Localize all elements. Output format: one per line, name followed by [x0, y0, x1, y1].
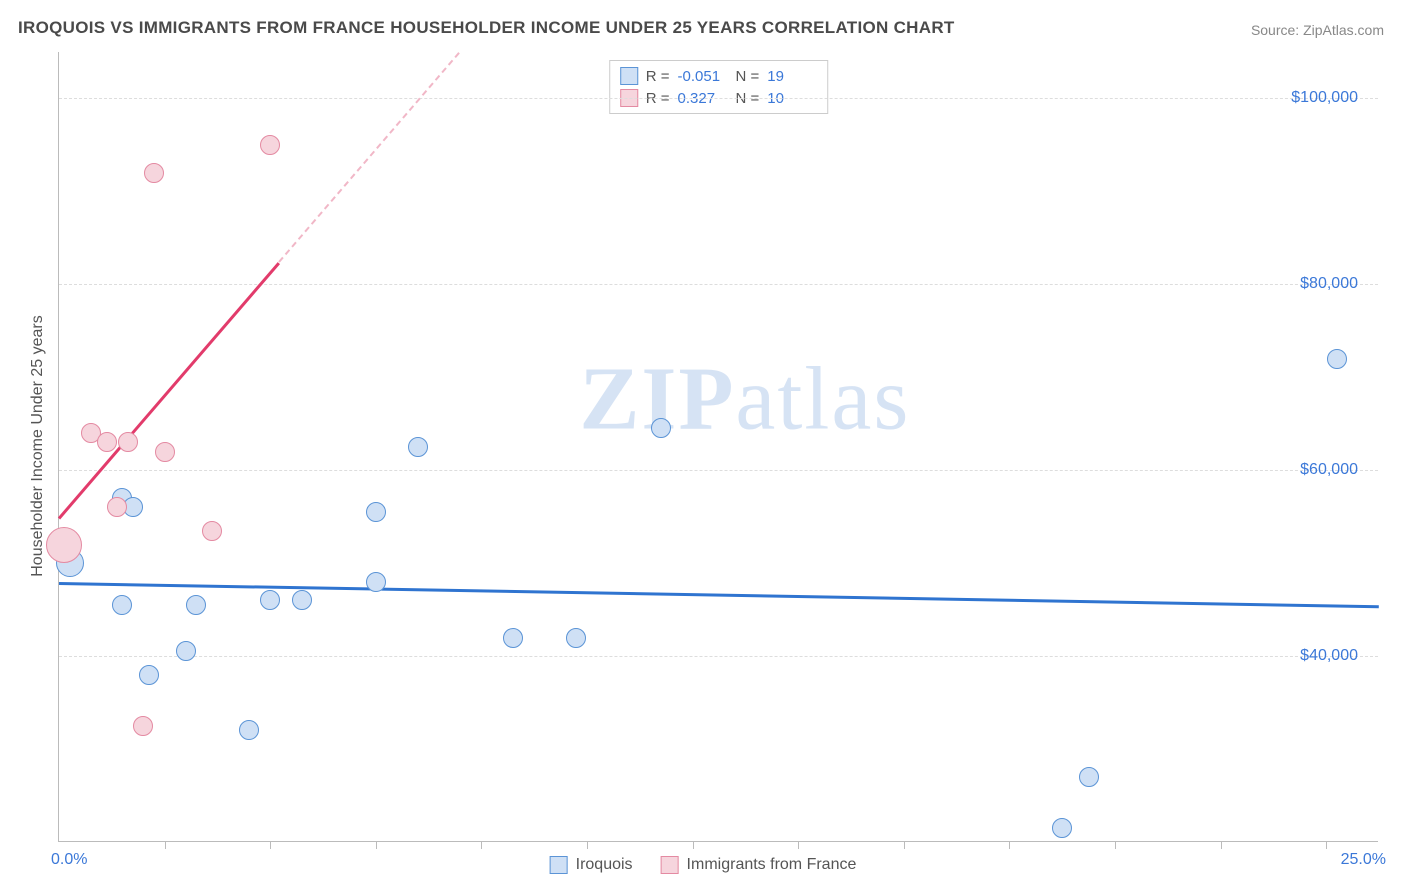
- legend-r-label: R =: [646, 68, 670, 85]
- data-point: [202, 521, 222, 541]
- x-tick: [693, 841, 694, 849]
- legend-r-value: -0.051: [678, 68, 728, 85]
- x-tick: [481, 841, 482, 849]
- legend-swatch: [661, 856, 679, 874]
- legend-series-label: Immigrants from France: [687, 856, 857, 874]
- data-point: [144, 163, 164, 183]
- x-tick: [1221, 841, 1222, 849]
- data-point: [139, 665, 159, 685]
- legend-series-item: Immigrants from France: [661, 856, 857, 874]
- data-point: [366, 502, 386, 522]
- x-axis-max-label: 25.0%: [1341, 851, 1386, 869]
- x-tick: [376, 841, 377, 849]
- y-tick-label: $60,000: [1268, 461, 1358, 479]
- gridline-h: [59, 470, 1378, 471]
- legend-swatch: [620, 67, 638, 85]
- gridline-h: [59, 656, 1378, 657]
- plot-area: ZIPatlas R =-0.051N =19R =0.327N =10 0.0…: [58, 52, 1378, 842]
- legend-correlation: R =-0.051N =19R =0.327N =10: [609, 60, 829, 114]
- data-point: [408, 437, 428, 457]
- x-tick: [587, 841, 588, 849]
- chart-source: Source: ZipAtlas.com: [1251, 22, 1384, 38]
- data-point: [260, 590, 280, 610]
- x-tick: [798, 841, 799, 849]
- data-point: [112, 595, 132, 615]
- data-point: [97, 432, 117, 452]
- source-value: ZipAtlas.com: [1303, 22, 1384, 38]
- data-point: [1079, 767, 1099, 787]
- data-point: [1052, 818, 1072, 838]
- x-tick: [1115, 841, 1116, 849]
- y-tick-label: $40,000: [1268, 647, 1358, 665]
- x-axis-min-label: 0.0%: [51, 851, 87, 869]
- data-point: [651, 418, 671, 438]
- watermark-atlas: atlas: [735, 350, 910, 449]
- data-point: [46, 527, 82, 563]
- y-tick-label: $80,000: [1268, 275, 1358, 293]
- data-point: [503, 628, 523, 648]
- legend-series: Iroquois Immigrants from France: [550, 856, 857, 874]
- legend-series-item: Iroquois: [550, 856, 633, 874]
- x-tick: [165, 841, 166, 849]
- legend-correlation-row: R = -0.051 N = 19: [620, 65, 818, 87]
- data-point: [566, 628, 586, 648]
- data-point: [155, 442, 175, 462]
- chart-title: IROQUOIS VS IMMIGRANTS FROM FRANCE HOUSE…: [18, 18, 955, 38]
- data-point: [118, 432, 138, 452]
- x-tick: [1326, 841, 1327, 849]
- trend-line: [59, 582, 1379, 608]
- gridline-h: [59, 98, 1378, 99]
- data-point: [176, 641, 196, 661]
- data-point: [107, 497, 127, 517]
- legend-series-label: Iroquois: [576, 856, 633, 874]
- y-tick-label: $100,000: [1268, 89, 1358, 107]
- legend-swatch: [550, 856, 568, 874]
- y-axis-label: Householder Income Under 25 years: [29, 315, 47, 576]
- x-tick: [270, 841, 271, 849]
- trend-line: [58, 262, 280, 520]
- trend-line-extension: [278, 52, 460, 262]
- data-point: [292, 590, 312, 610]
- data-point: [186, 595, 206, 615]
- data-point: [260, 135, 280, 155]
- data-point: [1327, 349, 1347, 369]
- x-tick: [1009, 841, 1010, 849]
- source-label: Source:: [1251, 22, 1299, 38]
- watermark: ZIPatlas: [579, 348, 910, 451]
- data-point: [239, 720, 259, 740]
- data-point: [133, 716, 153, 736]
- legend-n-label: N =: [736, 68, 760, 85]
- x-tick: [904, 841, 905, 849]
- legend-n-value: 19: [767, 68, 817, 85]
- data-point: [366, 572, 386, 592]
